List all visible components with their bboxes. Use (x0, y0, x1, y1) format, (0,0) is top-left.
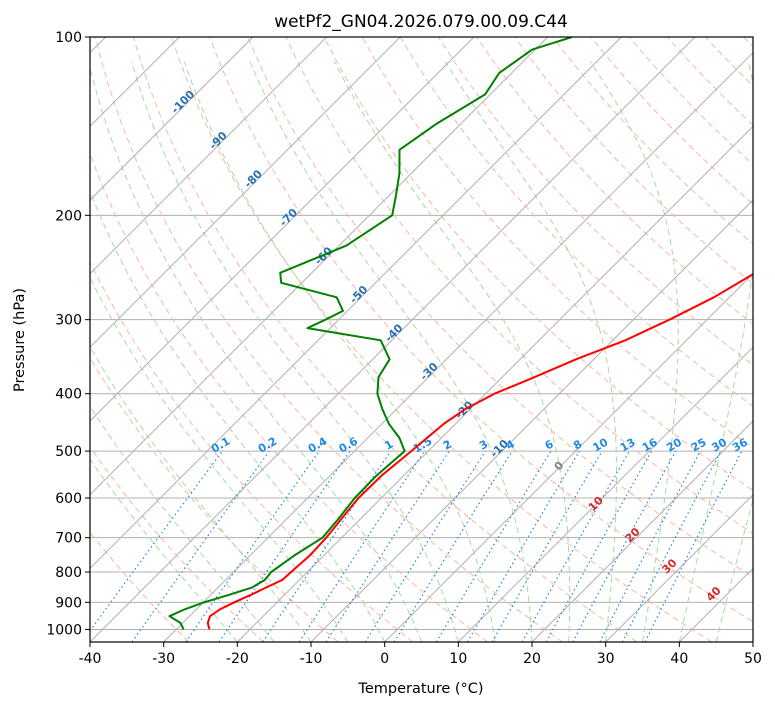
mixing-ratio-line (364, 450, 486, 642)
x-tick-label: 20 (523, 651, 541, 667)
moist-adiabat-line (90, 276, 349, 642)
x-tick-label: -40 (79, 651, 102, 667)
plot-background (90, 37, 753, 642)
x-tick-label: -30 (152, 651, 175, 667)
mixing-ratio-line (572, 450, 677, 642)
mixing-ratio-line (185, 450, 320, 642)
isotherm-line (163, 51, 753, 642)
moist-adiabat-line (90, 345, 312, 642)
x-tick-label: -10 (300, 651, 323, 667)
mixing-ratio-line (599, 450, 702, 642)
mixing-ratio-line (466, 450, 580, 642)
y-tick-label: 1000 (46, 622, 82, 638)
dry-adiabat-line (132, 37, 638, 642)
isotherm-line (90, 37, 328, 275)
dry-adiabat-line (171, 37, 712, 642)
dry-adiabat-line (476, 37, 753, 325)
isotherm-line (90, 37, 696, 642)
x-tick-label: 0 (380, 651, 389, 667)
mixing-ratio-line (393, 450, 513, 642)
dry-adiabat-line (90, 446, 264, 642)
mixing-ratio-line (218, 450, 351, 642)
y-tick-label: 800 (55, 565, 82, 581)
mixing-ratio-line (262, 450, 392, 642)
temperature-profile-line (206, 273, 753, 630)
isotherm-line (310, 199, 753, 642)
moist-adiabat-line (183, 61, 496, 642)
plot-frame (89, 36, 754, 643)
mixing-ratio-line (435, 450, 552, 642)
y-tick-label: 400 (55, 387, 82, 403)
chart-title: wetPf2_GN04.2026.079.00.09.C44 (274, 12, 568, 32)
moist-adiabat-line (90, 458, 238, 642)
dry-adiabat-line (514, 37, 753, 285)
dry-adiabat-line (323, 37, 753, 491)
mixing-ratio-line (325, 450, 450, 642)
x-tick-label: 10 (449, 651, 467, 667)
dry-adiabat-line (247, 37, 753, 578)
x-axis-title: Temperature (°C) (357, 681, 483, 697)
x-tick-label: -20 (226, 651, 249, 667)
x-axis-ticks: -40 -30 -20 -10 0 10 20 30 40 50 (79, 642, 762, 667)
isotherm-line (531, 420, 753, 642)
isotherm-line (90, 37, 622, 570)
dry-adiabat-line (285, 37, 753, 535)
isotherm-line (90, 37, 401, 349)
y-tick-label: 600 (55, 491, 82, 507)
moist-adiabat-line (249, 61, 533, 642)
y-tick-label: 500 (55, 444, 82, 460)
x-tick-label: 50 (744, 651, 762, 667)
isotherm-line (90, 37, 254, 201)
y-tick-label: 300 (55, 313, 82, 329)
dry-adiabat-line (90, 260, 414, 642)
y-tick-label: 100 (55, 30, 82, 46)
y-tick-label: 700 (55, 531, 82, 547)
y-axis-title: Pressure (hPa) (12, 288, 28, 392)
moist-adiabat-line (715, 498, 753, 642)
dewpoint-profile-line (168, 37, 573, 630)
y-axis-ticks: 100 200 300 400 500 600 700 800 900 1000 (46, 30, 90, 638)
moist-adiabats (90, 61, 753, 642)
moist-adiabat-line (131, 61, 459, 642)
isotherm-line (384, 272, 753, 642)
isotherms (90, 37, 753, 642)
moist-adiabat-line (90, 65, 422, 642)
isotherm-line (90, 37, 475, 422)
sounding-profiles (168, 37, 753, 630)
y-tick-label: 900 (55, 595, 82, 611)
dry-adiabat-line (94, 37, 563, 642)
isotherm-line (90, 37, 549, 496)
x-tick-label: 40 (670, 651, 688, 667)
moist-adiabat-line (90, 189, 386, 642)
moist-adiabat-line (678, 61, 753, 642)
mixing-ratio-line (298, 450, 425, 642)
dry-adiabat-line (209, 37, 753, 623)
moist-adiabat-line (444, 61, 617, 642)
y-tick-label: 200 (55, 208, 82, 224)
mixing-ratio-lines (90, 450, 743, 642)
moist-adiabat-line (590, 61, 679, 642)
isotherm-line (236, 125, 753, 642)
isotherm-line (457, 346, 753, 642)
x-tick-label: 30 (597, 651, 615, 667)
moist-adiabat-line (333, 61, 571, 642)
isotherm-line (605, 493, 753, 642)
